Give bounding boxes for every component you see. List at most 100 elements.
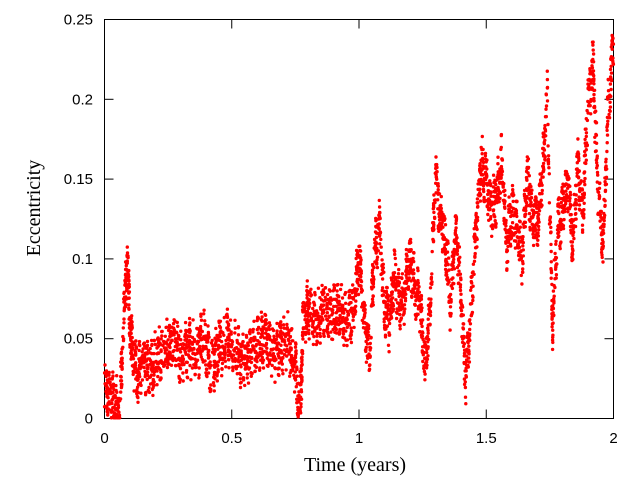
data-point (598, 226, 603, 230)
data-point (549, 267, 553, 271)
data-point (279, 329, 283, 333)
data-point (544, 114, 548, 119)
data-point (426, 346, 430, 351)
data-point (177, 362, 181, 367)
data-point (105, 387, 109, 391)
data-point (300, 355, 304, 359)
data-point (473, 254, 477, 258)
data-point (196, 339, 200, 343)
data-point (129, 331, 133, 336)
data-point (337, 295, 341, 299)
data-point (248, 331, 252, 336)
data-point (571, 248, 575, 253)
data-point (177, 374, 181, 379)
data-point (212, 389, 216, 393)
data-point (303, 304, 308, 308)
data-point (517, 250, 521, 255)
data-point (206, 332, 211, 337)
data-point (605, 141, 609, 145)
data-point (204, 363, 208, 367)
data-point (155, 369, 159, 373)
data-point (249, 350, 253, 354)
data-point (464, 354, 469, 358)
data-point (389, 306, 393, 310)
data-point (377, 205, 382, 209)
data-point (431, 207, 435, 211)
data-point (608, 93, 612, 97)
x-tick-label: 0.5 (221, 430, 242, 447)
data-point (490, 234, 494, 238)
data-point (124, 295, 128, 299)
data-point (206, 350, 210, 354)
data-point (432, 193, 436, 197)
data-point (537, 228, 541, 232)
data-point (275, 321, 279, 326)
data-point (385, 285, 389, 290)
data-point (536, 243, 540, 247)
data-point (289, 346, 293, 350)
data-point (567, 176, 571, 181)
data-point (526, 157, 531, 161)
data-point (146, 388, 150, 393)
data-point (103, 382, 107, 386)
data-point (586, 111, 590, 115)
data-point (299, 402, 303, 406)
data-point (238, 363, 243, 367)
data-point (393, 256, 397, 261)
data-point (579, 198, 583, 202)
data-point (214, 340, 218, 345)
data-point (365, 342, 370, 346)
data-point (598, 219, 602, 223)
data-point (583, 161, 587, 165)
data-point (506, 259, 510, 264)
data-point (323, 314, 328, 318)
data-point (414, 298, 418, 303)
data-point (516, 253, 521, 258)
data-point (261, 366, 266, 370)
data-point (328, 289, 332, 293)
data-point (253, 369, 257, 373)
data-point (355, 251, 360, 255)
data-point (318, 341, 322, 345)
data-point (103, 363, 107, 367)
data-point (446, 278, 451, 282)
data-point (210, 338, 214, 343)
data-point (434, 155, 438, 159)
data-point (295, 367, 299, 372)
data-point (545, 77, 550, 82)
data-point (342, 308, 346, 312)
data-point (242, 354, 247, 358)
data-point (465, 359, 469, 363)
data-point (583, 182, 587, 187)
data-point (204, 344, 208, 349)
data-point (450, 286, 455, 291)
data-point (499, 147, 503, 152)
data-point (549, 249, 553, 254)
data-point (458, 288, 463, 293)
data-point (121, 337, 126, 341)
data-point (212, 359, 216, 364)
data-point (428, 323, 432, 327)
data-point (165, 352, 169, 356)
data-point (493, 215, 497, 219)
data-point (276, 372, 281, 377)
data-point (525, 165, 529, 170)
data-point (576, 150, 580, 154)
data-point (551, 304, 555, 308)
data-point (419, 297, 424, 301)
data-point (556, 235, 560, 239)
data-point (459, 298, 463, 303)
data-point (572, 192, 576, 197)
data-point (468, 327, 472, 332)
data-point (148, 346, 152, 351)
data-point (410, 295, 414, 299)
data-point (287, 350, 291, 354)
data-point (581, 214, 585, 218)
data-point (267, 321, 272, 325)
data-point (344, 301, 348, 305)
data-point (256, 331, 261, 335)
data-point (151, 386, 155, 390)
data-point (398, 324, 402, 328)
data-point (459, 277, 463, 282)
data-point (240, 342, 244, 347)
